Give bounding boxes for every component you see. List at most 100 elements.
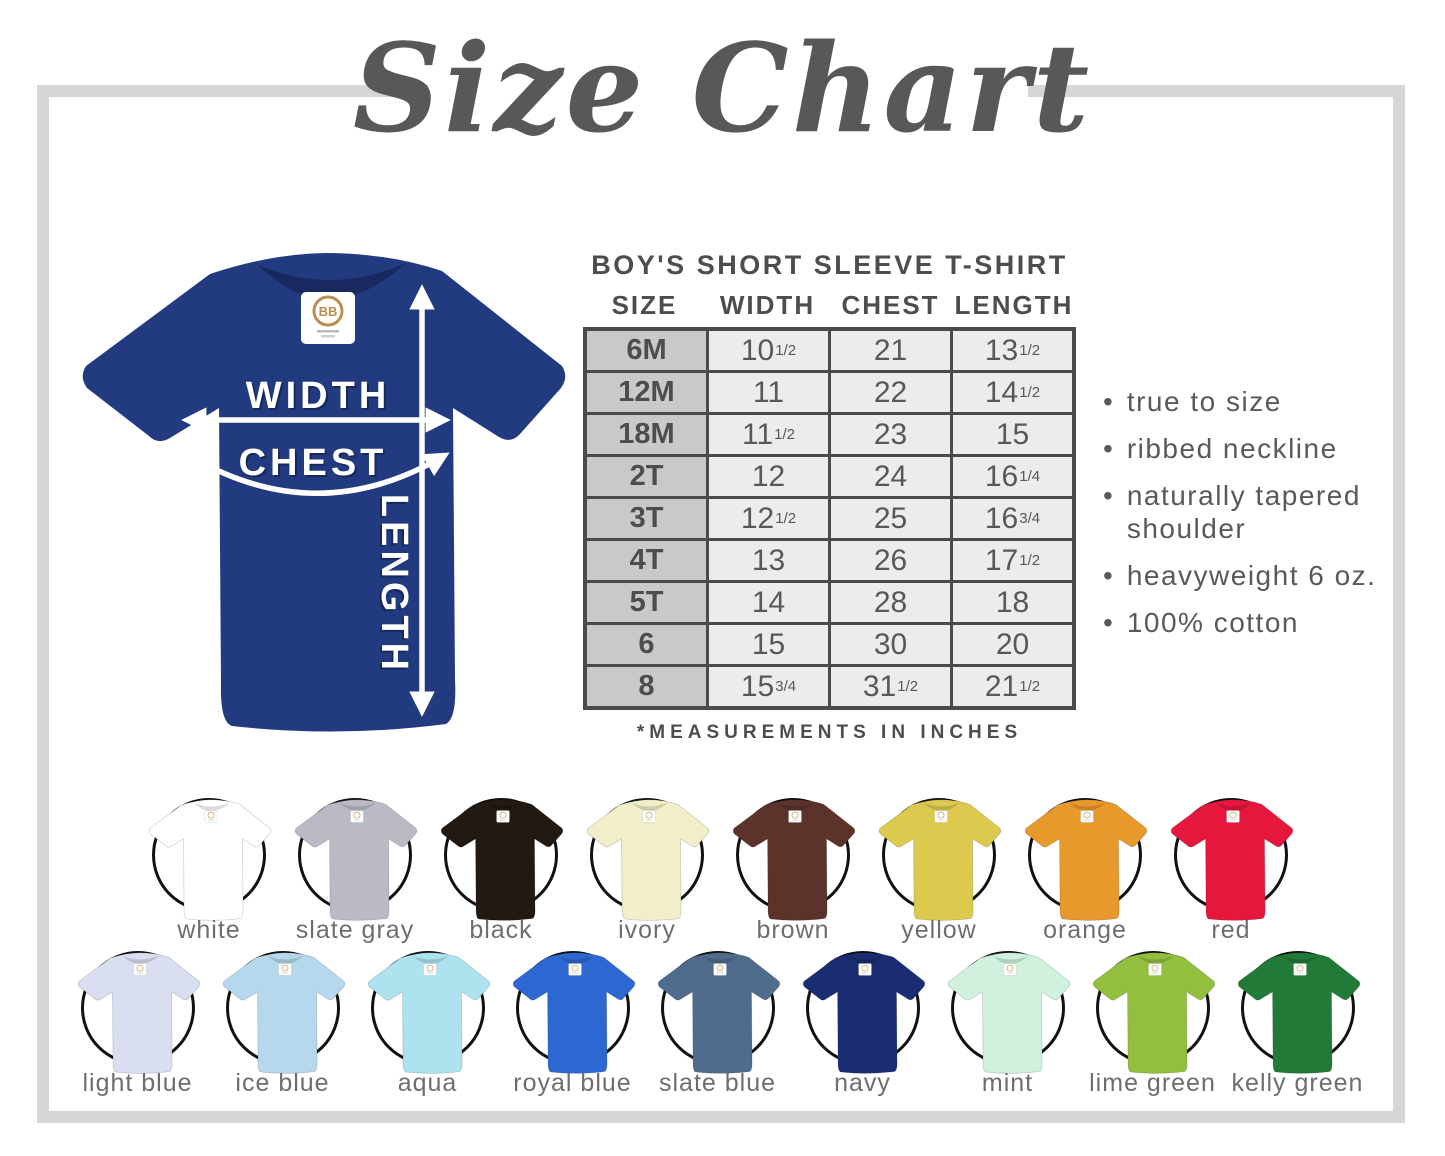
swatch-label: red [1211, 916, 1251, 944]
feature-text: 100% cotton [1126, 606, 1299, 638]
length-cell: 15 [953, 415, 1072, 454]
length-cell: 16 1/4 [953, 457, 1072, 496]
swatch-label: slate blue [658, 1069, 777, 1097]
size-table-section: BOY'S SHORT SLEEVE T-SHIRT SIZE WIDTH CH… [583, 250, 1076, 744]
chest-label: CHEST [239, 442, 388, 484]
feature-item: • 100% cotton [1103, 607, 1403, 639]
color-swatch-ice-blue: ice blue [210, 951, 355, 1106]
color-swatch-slate-blue: slate blue [645, 951, 790, 1106]
width-cell: 11 1/2 [709, 415, 828, 454]
width-cell: 15 [709, 625, 828, 664]
swatch-label: kelly green [1231, 1069, 1364, 1097]
tshirt-icon [732, 799, 856, 921]
swatch-label: mint [981, 1069, 1034, 1097]
swatch-label: navy [834, 1069, 891, 1097]
swatch-label: black [469, 916, 533, 944]
size-cell: 6M [587, 331, 706, 370]
width-cell: 12 [709, 457, 828, 496]
bullet-icon: • [1103, 480, 1113, 512]
bullet-icon: • [1103, 433, 1113, 465]
swatch-label: yellow [901, 916, 977, 944]
tshirt-icon [947, 952, 1070, 1074]
length-annotation: LENGTH [373, 284, 435, 717]
tshirt-icon [878, 799, 1002, 921]
chest-cell: 26 [831, 541, 950, 580]
feature-item: • naturally tapered shoulder [1103, 480, 1403, 544]
length-label: LENGTH [373, 494, 415, 674]
tshirt-icon [1092, 952, 1215, 1074]
page-title: Size Chart [352, 16, 1093, 160]
size-cell: 8 [587, 667, 706, 706]
color-swatch-white: white [136, 798, 282, 953]
color-swatch-row-1: white slate gray black ivory brown yellow oran… [136, 798, 1304, 953]
feature-text: true to size [1126, 386, 1282, 417]
column-header-width: WIDTH [719, 290, 816, 320]
width-label: WIDTH [246, 375, 391, 417]
swatch-label: royal blue [513, 1069, 632, 1097]
length-cell: 17 1/2 [953, 541, 1072, 580]
swatch-label: slate gray [295, 916, 415, 944]
width-annotation: WIDTH [181, 375, 451, 433]
width-cell: 14 [709, 583, 828, 622]
bullet-icon: • [1103, 606, 1113, 638]
feature-item: • true to size [1103, 386, 1403, 418]
color-swatch-navy: navy [790, 951, 935, 1106]
color-swatch-yellow: yellow [866, 798, 1012, 953]
swatch-label: brown [756, 916, 830, 944]
color-swatch-brown: brown [720, 798, 866, 953]
chest-cell: 24 [831, 457, 950, 496]
tshirt-icon [657, 952, 780, 1074]
color-swatch-mint: mint [935, 951, 1080, 1106]
length-cell: 14 1/2 [953, 373, 1072, 412]
length-cell: 20 [953, 625, 1072, 664]
chest-cell: 31 1/2 [831, 667, 950, 706]
tshirt-measurement-diagram: BB WIDTH CHEST LENGTH [82, 253, 566, 732]
color-swatch-row-2: light blue ice blue aqua royal blue slate bl… [65, 951, 1370, 1106]
tshirt-icon [802, 952, 925, 1074]
width-cell: 11 [709, 373, 828, 412]
chest-cell: 25 [831, 499, 950, 538]
length-cell: 13 1/2 [953, 331, 1072, 370]
chest-cell: 22 [831, 373, 950, 412]
feature-text: ribbed neckline [1126, 433, 1338, 465]
swatch-label: ice blue [235, 1069, 330, 1097]
bullet-icon: • [1103, 386, 1113, 417]
feature-text: heavyweight 6 oz. [1126, 559, 1377, 591]
length-cell: 16 3/4 [953, 499, 1072, 538]
width-cell: 13 [709, 541, 828, 580]
color-swatch-lime-green: lime green [1080, 951, 1225, 1106]
swatch-label: lime green [1089, 1069, 1216, 1097]
swatch-label: white [177, 916, 241, 944]
feature-text: naturally tapered shoulder [1126, 480, 1361, 544]
size-cell: 18M [587, 415, 706, 454]
feature-item: • ribbed neckline [1103, 433, 1403, 465]
outer-frame [37, 85, 1405, 1123]
chest-cell: 21 [831, 331, 950, 370]
swatch-label: aqua [397, 1069, 458, 1097]
tshirt-icon [440, 799, 564, 921]
width-cell: 12 1/2 [709, 499, 828, 538]
color-swatch-red: red [1158, 798, 1304, 953]
color-swatch-black: black [428, 798, 574, 953]
size-cell: 5T [587, 583, 706, 622]
length-cell: 18 [953, 583, 1072, 622]
swatch-label: orange [1043, 916, 1127, 944]
tshirt-icon [148, 799, 272, 921]
swatch-label: ivory [618, 916, 676, 944]
size-cell: 12M [587, 373, 706, 412]
tshirt-icon [586, 799, 710, 921]
size-cell: 2T [587, 457, 706, 496]
size-table-column-headers: SIZE WIDTH CHEST LENGTH [583, 290, 1076, 321]
swatch-label: light blue [82, 1069, 193, 1097]
tshirt-icon [512, 952, 635, 1074]
bullet-icon: • [1103, 559, 1113, 591]
feature-item: • heavyweight 6 oz. [1103, 560, 1403, 592]
tshirt-icon [77, 952, 200, 1074]
title-gap [428, 80, 1028, 104]
size-cell: 3T [587, 499, 706, 538]
chest-cell: 23 [831, 415, 950, 454]
tshirt-icon [294, 799, 418, 921]
column-header-chest: CHEST [841, 290, 940, 320]
tshirt-icon [367, 952, 490, 1074]
